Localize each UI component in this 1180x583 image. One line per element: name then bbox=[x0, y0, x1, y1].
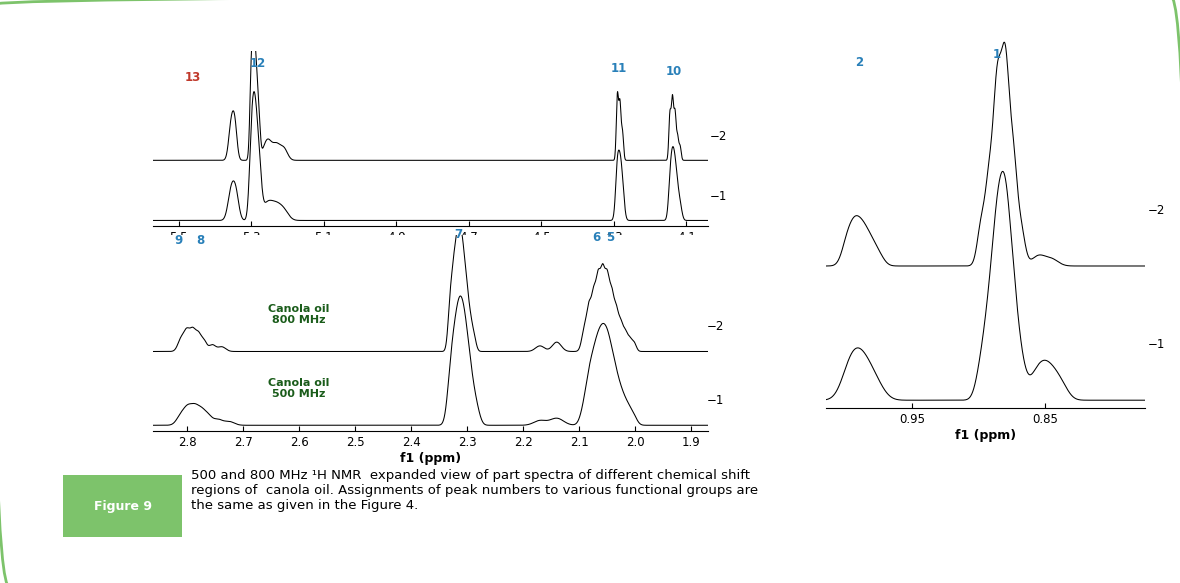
Text: −2: −2 bbox=[710, 130, 727, 143]
X-axis label: f1 (ppm): f1 (ppm) bbox=[400, 247, 461, 259]
Text: 8: 8 bbox=[196, 234, 204, 247]
X-axis label: f1 (ppm): f1 (ppm) bbox=[400, 452, 461, 465]
Text: 500 and 800 MHz ¹H NMR  expanded view of part spectra of different chemical shif: 500 and 800 MHz ¹H NMR expanded view of … bbox=[191, 469, 759, 512]
Text: Canola oil
500 MHz: Canola oil 500 MHz bbox=[268, 378, 329, 399]
Text: 9: 9 bbox=[175, 234, 183, 247]
Text: Canola oil
800 MHz: Canola oil 800 MHz bbox=[268, 304, 329, 325]
Text: −2: −2 bbox=[707, 321, 725, 333]
Text: 6: 6 bbox=[592, 231, 601, 244]
Text: 11: 11 bbox=[611, 62, 628, 75]
FancyBboxPatch shape bbox=[64, 475, 182, 537]
Text: Figure 9: Figure 9 bbox=[93, 500, 152, 512]
Text: 1: 1 bbox=[994, 48, 1002, 61]
Text: −1: −1 bbox=[710, 190, 727, 203]
Text: 12: 12 bbox=[249, 57, 266, 69]
Text: −1: −1 bbox=[707, 394, 725, 407]
Text: 5: 5 bbox=[605, 231, 614, 244]
Text: 10: 10 bbox=[666, 65, 682, 78]
Text: 7: 7 bbox=[454, 228, 463, 241]
Text: 13: 13 bbox=[185, 71, 202, 84]
X-axis label: f1 (ppm): f1 (ppm) bbox=[955, 429, 1016, 442]
Text: 2: 2 bbox=[856, 55, 864, 69]
Text: −2: −2 bbox=[1147, 204, 1165, 217]
Text: −1: −1 bbox=[1147, 339, 1165, 352]
